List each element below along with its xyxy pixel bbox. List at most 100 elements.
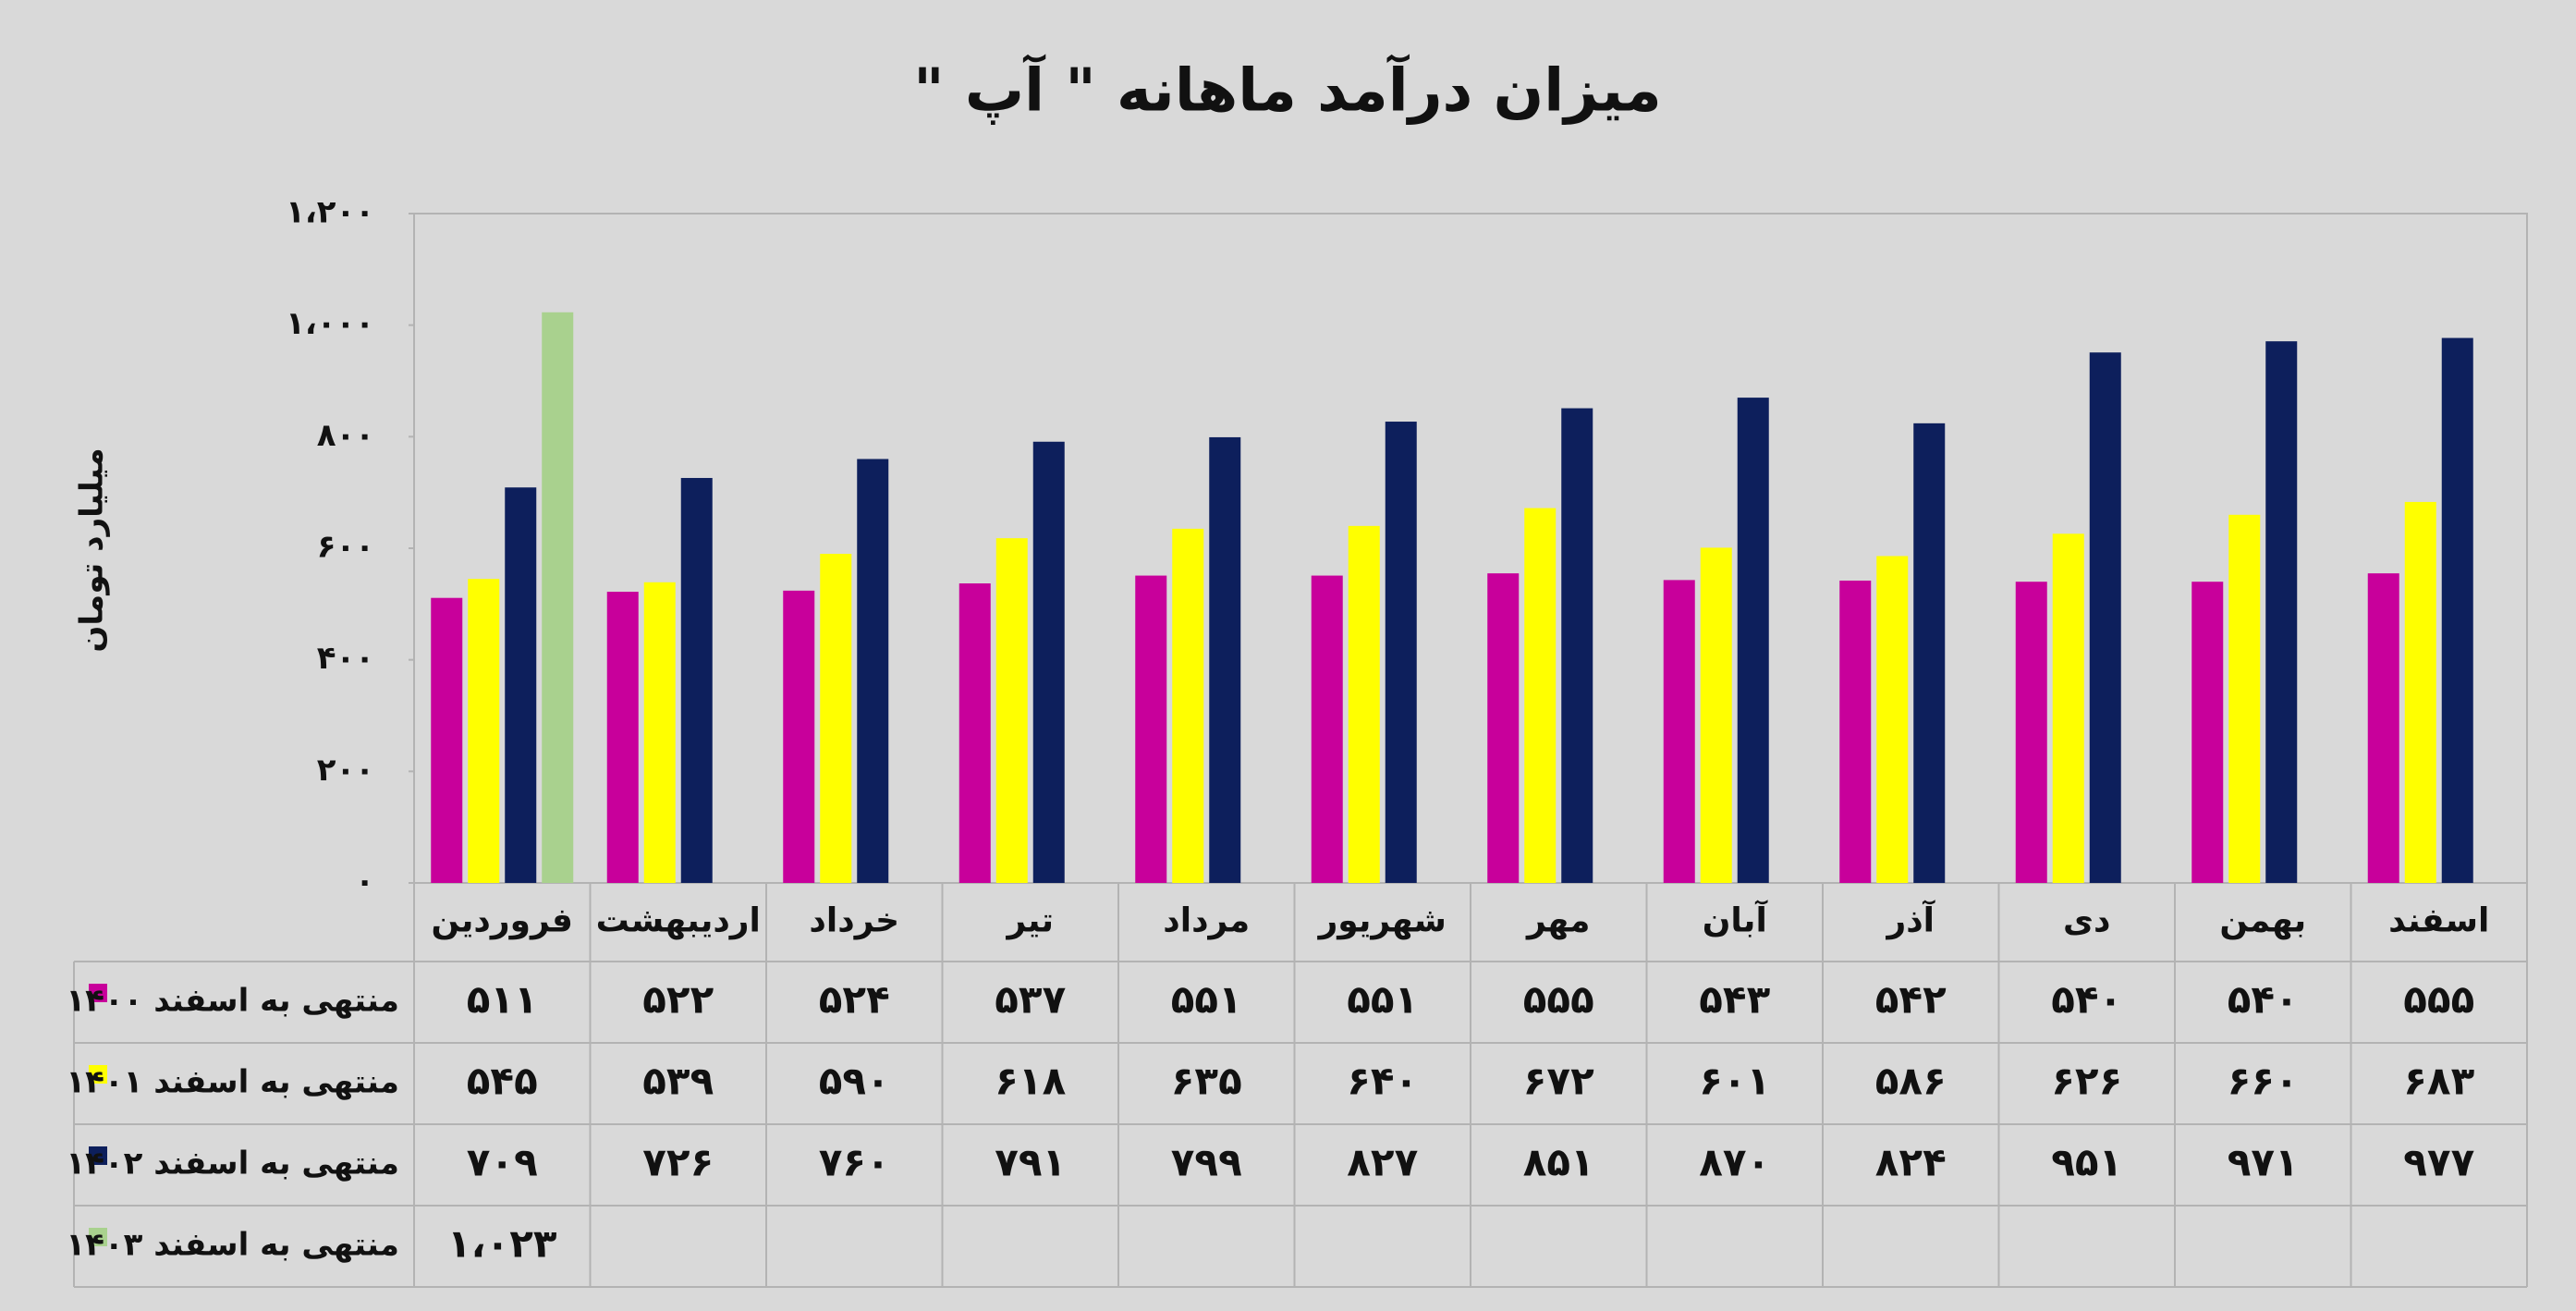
bar [1876,556,1909,883]
table-value: ۱،۰۲۳ [447,1221,557,1267]
bar [2228,514,2261,883]
bar [1311,575,1343,883]
table-value: ۷۶۰ [819,1140,890,1185]
table-value: ۷۲۶ [642,1140,714,1185]
x-tick-label: دی [2063,902,2110,940]
table-value: ۵۴۰ [2228,977,2299,1023]
y-tick-label: ۱،۰۰۰ [286,305,374,342]
table-value: ۶۲۶ [2051,1059,2122,1104]
table-value: ۵۴۲ [1875,977,1947,1023]
y-tick-label: ۸۰۰ [317,417,374,454]
y-axis-title: میلیارد تومان [74,447,111,652]
y-tick-label: ۲۰۰ [317,752,374,789]
x-tick-label: اردیبهشت [596,902,761,940]
table-value: ۶۰۱ [1699,1059,1770,1104]
table-value: ۸۷۰ [1699,1140,1770,1185]
bar [1487,573,1520,883]
table-value: ۸۲۴ [1875,1140,1947,1185]
bar [542,312,574,883]
table-value: ۵۳۹ [642,1059,714,1104]
legend-label: منتهی به اسفند ۱۴۰۳ [66,1227,399,1264]
x-tick-label: آذر [1885,900,1935,940]
table-value: ۷۹۹ [1171,1140,1242,1185]
bar [468,579,500,883]
legend-label: منتهی به اسفند ۱۴۰۲ [66,1146,399,1182]
table-value: ۵۴۵ [467,1059,538,1104]
table-value: ۵۳۷ [995,977,1066,1023]
x-tick-label: مهر [1525,902,1590,940]
table-value: ۵۴۳ [1699,977,1770,1023]
table-value: ۸۲۷ [1347,1140,1418,1185]
table-value: ۹۵۱ [2051,1140,2122,1185]
bar [1348,525,1380,883]
y-tick-label: ۴۰۰ [317,640,374,677]
bar [680,477,713,883]
bar [2089,352,2121,884]
bar [1839,580,1872,883]
bar [643,582,676,883]
bar [1663,580,1695,883]
bar [958,583,991,883]
table-value: ۶۸۳ [2403,1059,2474,1104]
table-value: ۶۱۸ [995,1059,1066,1104]
bar [431,597,463,883]
bar [995,538,1028,883]
legend-label: منتهی به اسفند ۱۴۰۱ [66,1064,399,1101]
x-tick-label: فروردین [432,902,573,940]
table-value: ۶۶۰ [2228,1059,2299,1104]
bar [2052,533,2084,883]
legend-label: منتهی به اسفند ۱۴۰۰ [66,983,399,1020]
table-value: ۵۹۰ [819,1059,890,1104]
y-tick-label: ۶۰۰ [317,529,374,566]
table-value: ۸۵۱ [1523,1140,1594,1185]
legend-key [89,984,107,1002]
table-value: ۵۲۴ [819,977,890,1023]
table-value: ۹۷۷ [2403,1140,2474,1185]
table-value: ۵۱۱ [467,977,538,1023]
bar [1561,408,1593,883]
table-value: ۶۳۵ [1171,1059,1242,1104]
bar [1135,575,1167,883]
x-tick-label: خرداد [809,902,899,940]
table-value: ۹۷۱ [2228,1140,2299,1185]
x-tick-label: اسفند [2388,902,2489,940]
bar [1172,528,1204,883]
bar [2015,582,2047,883]
bar [1913,423,1946,883]
table-value: ۵۴۰ [2051,977,2122,1023]
legend-key [89,1228,107,1246]
bar [2404,501,2436,883]
bar [2441,337,2473,883]
bar [1524,508,1557,883]
x-tick-label: شهریور [1317,902,1447,940]
bar [2265,341,2298,883]
table-value: ۶۴۰ [1347,1059,1418,1104]
bar [1032,441,1065,883]
y-tick-label: ۱،۲۰۰ [286,194,374,231]
x-tick-label: تیر [1005,902,1054,940]
table-value: ۵۵۱ [1347,977,1418,1023]
table-value: ۵۵۱ [1171,977,1242,1023]
chart-title: میزان درآمد ماهانه " آپ " [913,54,1662,126]
table-value: ۵۵۵ [1523,977,1594,1023]
bar [606,592,639,883]
table-value: ۵۲۲ [642,977,714,1023]
x-tick-label: مرداد [1163,902,1250,940]
bar [1737,398,1769,884]
y-tick-label: ۰ [355,864,374,901]
bar [820,554,852,883]
bar [1209,436,1241,883]
table-value: ۷۰۹ [467,1140,538,1185]
table-value: ۶۷۲ [1523,1059,1594,1104]
legend-key [89,1146,107,1165]
bar [2367,573,2399,883]
table-value: ۵۸۶ [1875,1059,1947,1104]
bar [1700,547,1732,883]
table-value: ۵۵۵ [2403,977,2474,1023]
bar [783,590,815,883]
bar [505,487,537,883]
bar [2191,582,2224,883]
table-value: ۷۹۱ [995,1140,1066,1185]
legend-key [89,1065,107,1084]
